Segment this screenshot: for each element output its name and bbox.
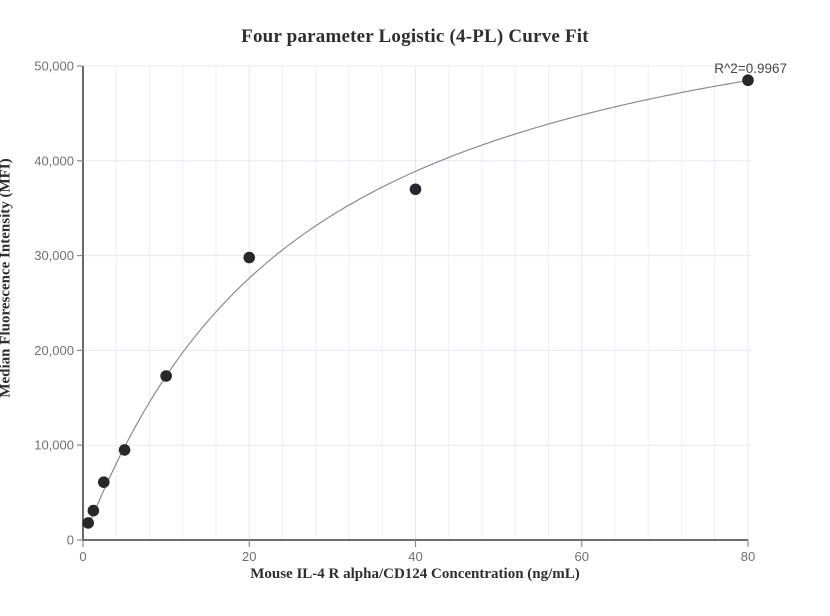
data-point — [97, 476, 110, 488]
data-point — [409, 183, 422, 196]
y-axis-tick-label: 0 — [67, 533, 74, 548]
data-point — [118, 444, 131, 456]
y-axis-tick-label: 20,000 — [34, 343, 74, 358]
data-point — [742, 74, 754, 87]
data-point — [87, 504, 100, 517]
y-axis-tick-label: 30,000 — [34, 248, 74, 263]
x-axis-tick-label: 20 — [242, 549, 256, 564]
x-axis-title: Mouse IL-4 R alpha/CD124 Concentration (… — [250, 566, 580, 582]
data-point — [243, 251, 256, 264]
x-axis-tick-label: 60 — [575, 549, 589, 564]
x-axis-tick-label: 80 — [741, 549, 755, 564]
y-axis-tick-label: 10,000 — [34, 438, 74, 453]
y-axis-tick-label: 40,000 — [34, 153, 74, 168]
data-point — [160, 370, 172, 382]
data-point — [82, 517, 94, 529]
y-axis-tick-label: 50,000 — [34, 59, 74, 74]
x-axis-tick-label: 0 — [79, 549, 86, 564]
r-squared-annotation: R^2=0.9967 — [714, 61, 787, 76]
fit-curve — [87, 79, 749, 527]
x-axis-tick-label: 40 — [408, 549, 422, 564]
chart-title: Four parameter Logistic (4-PL) Curve Fit — [241, 26, 589, 47]
